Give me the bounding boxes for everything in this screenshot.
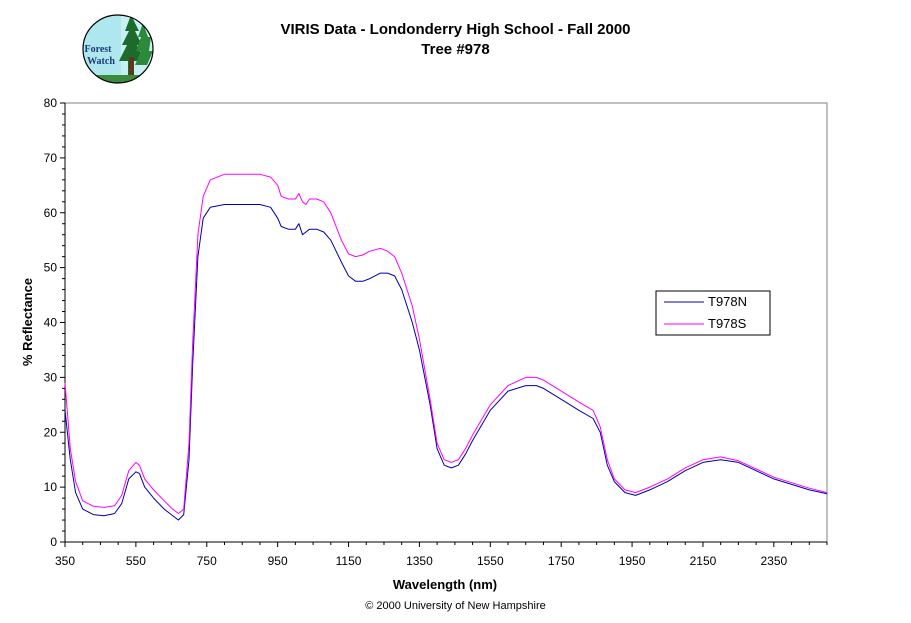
x-tick-label: 1550 xyxy=(477,554,504,568)
y-tick-label: 50 xyxy=(44,261,58,275)
x-tick-label: 1950 xyxy=(619,554,646,568)
y-tick-label: 70 xyxy=(44,151,58,165)
y-axis-title: % Reflectance xyxy=(20,278,35,366)
y-tick-label: 60 xyxy=(44,206,58,220)
x-axis: 350 550 750 950 1150 1350 1550 1750 1950 2150 2350 xyxy=(55,541,828,568)
x-tick-label: 2350 xyxy=(760,554,787,568)
y-tick-label: 80 xyxy=(44,96,58,110)
legend: T978N T978S xyxy=(655,290,771,336)
y-tick-label: 0 xyxy=(50,535,57,549)
chart-subtitle: Tree #978 xyxy=(421,41,490,58)
x-tick-label: 750 xyxy=(197,554,217,568)
y-tick-label: 40 xyxy=(44,316,58,330)
x-tick-label: 2150 xyxy=(690,554,717,568)
y-tick-label: 10 xyxy=(44,480,58,494)
x-tick-label: 350 xyxy=(55,554,75,568)
x-tick-label: 1150 xyxy=(336,554,362,568)
logo-text-forest: Forest xyxy=(84,44,112,55)
x-tick-label: 550 xyxy=(126,554,146,568)
x-tick-label: 950 xyxy=(268,554,288,568)
legend-label: T978S xyxy=(708,316,747,331)
x-tick-label: 1750 xyxy=(548,554,575,568)
legend-box xyxy=(655,290,771,336)
legend-label: T978N xyxy=(708,294,747,309)
x-tick-label: 1350 xyxy=(406,554,433,568)
forest-watch-logo: Forest Watch xyxy=(82,14,154,84)
y-tick-label: 20 xyxy=(44,425,58,439)
y-axis: 0 10 20 30 40 50 60 70 80 xyxy=(44,96,66,549)
x-axis-title: Wavelength (nm) xyxy=(393,577,497,592)
series-line-t978n xyxy=(64,204,828,521)
chart-title: VIRIS Data - Londonderry High School - F… xyxy=(280,21,631,38)
logo-text-watch: Watch xyxy=(87,56,115,67)
y-tick-label: 30 xyxy=(44,370,58,384)
copyright-text: © 2000 University of New Hampshire xyxy=(365,600,546,612)
series-lines xyxy=(64,173,828,521)
series-line-t978s xyxy=(64,173,828,514)
